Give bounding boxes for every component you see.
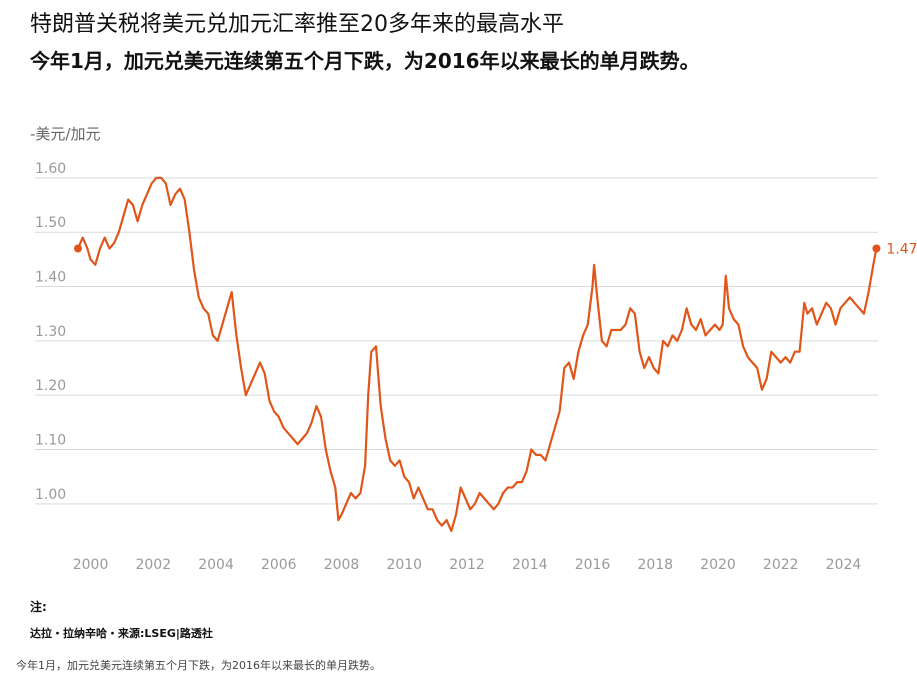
y-tick-label: 1.00 — [35, 487, 66, 503]
x-tick-label: 2018 — [637, 557, 673, 573]
series-end-point — [872, 244, 881, 253]
x-tick-label: 2012 — [449, 557, 485, 573]
y-tick-label: 1.30 — [35, 324, 66, 340]
y-tick-label: 1.20 — [35, 378, 66, 394]
source-credit: 达拉・拉纳辛哈・来源:LSEG|路透社 — [30, 627, 213, 640]
exchange-rate-line — [76, 176, 878, 533]
x-tick-label: 2014 — [512, 557, 548, 573]
x-tick-label: 2022 — [763, 557, 799, 573]
x-tick-label: 2010 — [386, 557, 422, 573]
x-tick-label: 2000 — [73, 557, 109, 573]
chart-title: 特朗普关税将美元兑加元汇率推至20多年来的最高水平 — [30, 12, 564, 37]
y-tick-label: 1.40 — [35, 270, 66, 286]
end-value-label: 1.47 — [886, 241, 917, 257]
y-axis-unit-label: -美元/加元 — [30, 125, 101, 143]
x-tick-label: 2002 — [135, 557, 171, 573]
footnote-label: 注: — [30, 600, 47, 614]
y-tick-label: 1.50 — [35, 215, 66, 231]
x-tick-label: 2006 — [261, 557, 297, 573]
y-tick-label: 1.60 — [35, 161, 66, 177]
chart-subtitle: 今年1月，加元兑美元连续第五个月下跌，为2016年以来最长的单月跌势。 — [30, 49, 700, 73]
series-start-point — [74, 244, 82, 253]
x-tick-label: 2008 — [324, 557, 360, 573]
x-axis-ticks: 2000 2002 2004 2006 2008 2010 2012 2014 2016 2018… — [73, 557, 862, 573]
gridlines — [35, 177, 878, 505]
y-axis-ticks: 1.00 1.10 1.20 1.30 1.40 1.50 1.60 — [35, 161, 66, 503]
x-tick-label: 2016 — [575, 557, 611, 573]
line-chart: 1.001.101.201.301.401.501.60 2000 2002 200… — [35, 161, 917, 573]
x-tick-label: 2024 — [826, 557, 862, 573]
x-tick-label: 2004 — [198, 557, 234, 573]
image-caption: 今年1月，加元兑美元连续第五个月下跌，为2016年以来最长的单月跌势。 — [16, 659, 381, 672]
y-tick-label: 1.10 — [35, 433, 66, 449]
x-tick-label: 2020 — [700, 557, 736, 573]
